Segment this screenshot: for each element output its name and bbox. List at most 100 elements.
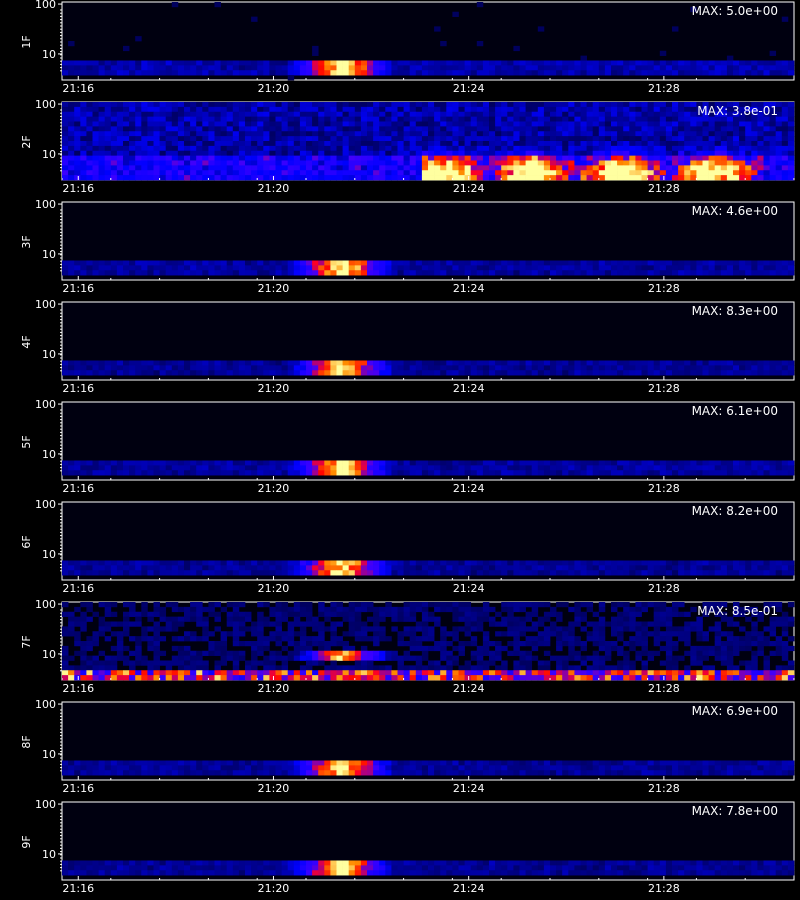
heatmap-cell <box>269 606 276 613</box>
heatmap-cell <box>525 611 533 617</box>
heatmap-cell <box>373 626 380 632</box>
heatmap-cell <box>202 570 209 576</box>
heatmap-cell <box>556 70 563 76</box>
heatmap-cell <box>86 136 93 142</box>
heatmap-cell <box>306 650 313 656</box>
heatmap-cell <box>159 111 167 117</box>
heatmap-cell <box>684 360 691 366</box>
heatmap-cell <box>135 106 142 113</box>
heatmap-cell <box>373 145 380 152</box>
heatmap-cell <box>367 145 374 152</box>
heatmap-cell <box>751 270 758 276</box>
heatmap-cell <box>476 650 484 656</box>
heatmap-cell <box>757 650 764 656</box>
heatmap-cell <box>763 70 770 76</box>
heatmap-cell <box>513 155 520 161</box>
heatmap-cell <box>531 470 539 476</box>
heatmap-cell <box>415 565 423 571</box>
heatmap-cell <box>421 460 429 466</box>
heatmap-cell <box>318 155 325 161</box>
heatmap-cell <box>196 126 203 132</box>
heatmap-cell <box>281 636 289 642</box>
heatmap-cell <box>263 265 270 271</box>
heatmap-cell <box>751 121 758 127</box>
heatmap-cell <box>629 141 636 147</box>
heatmap-cell <box>104 270 112 276</box>
heatmap-cell <box>635 102 642 108</box>
heatmap-cell <box>354 370 362 376</box>
heatmap-cell <box>720 265 728 271</box>
heatmap-cell <box>348 131 356 137</box>
heatmap-cell <box>299 136 307 142</box>
heatmap-cell <box>116 165 124 171</box>
heatmap-cell <box>324 126 331 132</box>
heatmap-cell <box>598 165 606 171</box>
heatmap-cell <box>129 175 136 181</box>
heatmap-cell <box>354 260 362 266</box>
heatmap-cell <box>781 360 789 366</box>
heatmap-cell <box>330 560 337 566</box>
heatmap-cell <box>690 70 697 76</box>
heatmap-cell <box>147 626 154 632</box>
heatmap-cell <box>196 621 203 627</box>
heatmap-cell <box>690 170 697 176</box>
heatmap-cell <box>452 145 459 152</box>
heatmap-cell <box>251 655 258 661</box>
heatmap-cell <box>373 470 380 476</box>
heatmap-cell <box>336 260 343 266</box>
heatmap-cell <box>745 136 752 142</box>
heatmap-cell <box>458 460 465 466</box>
heatmap-cell <box>153 260 160 266</box>
heatmap-cell <box>440 270 447 276</box>
heatmap-cell <box>202 160 209 166</box>
heatmap-cell <box>293 655 301 661</box>
heatmap-cell <box>574 602 581 608</box>
heatmap-cell <box>269 655 276 661</box>
heatmap-cell <box>208 145 215 152</box>
heatmap-cell <box>330 270 337 276</box>
heatmap-cell <box>354 602 362 608</box>
heatmap-cell <box>635 655 642 661</box>
heatmap-cell <box>269 131 276 137</box>
heatmap-cell <box>702 560 709 566</box>
heatmap-cell <box>421 650 429 656</box>
heatmap-cell <box>513 265 520 271</box>
heatmap-cell <box>135 141 142 147</box>
heatmap-cell <box>391 270 398 276</box>
heatmap-cell <box>226 141 234 147</box>
heatmap-cell <box>367 106 374 113</box>
heatmap-cell <box>177 65 185 71</box>
heatmap-cell <box>446 170 453 176</box>
heatmap-cell <box>348 611 356 617</box>
heatmap-cell <box>537 150 545 156</box>
heatmap-cell <box>293 565 301 571</box>
heatmap-cell <box>409 465 417 471</box>
heatmap-cell <box>397 70 404 76</box>
heatmap-cell <box>232 111 240 117</box>
heatmap-cell <box>245 65 252 71</box>
heatmap-cell <box>489 65 496 71</box>
heatmap-cell <box>421 570 429 576</box>
heatmap-cell <box>781 160 789 166</box>
heatmap-cell <box>165 265 173 271</box>
heatmap-cell <box>208 150 215 156</box>
heatmap-cell <box>476 270 484 276</box>
heatmap-cell <box>476 175 484 181</box>
heatmap-cell <box>690 365 697 371</box>
heatmap-cell <box>171 116 179 122</box>
heatmap-cell <box>708 121 716 127</box>
heatmap-cell <box>507 641 514 647</box>
heatmap-cell <box>739 611 746 617</box>
heatmap-cell <box>275 570 282 576</box>
heatmap-cell <box>495 145 502 152</box>
heatmap-cell <box>421 131 429 137</box>
heatmap-cell <box>507 626 514 632</box>
heatmap-cell <box>428 270 435 276</box>
heatmap-cell <box>489 621 496 627</box>
heatmap-cell <box>165 602 173 608</box>
heatmap-cell <box>446 360 453 366</box>
heatmap-cell <box>123 270 130 276</box>
heatmap-cell <box>385 370 392 376</box>
heatmap-cell <box>623 621 630 627</box>
heatmap-cell <box>104 116 112 122</box>
